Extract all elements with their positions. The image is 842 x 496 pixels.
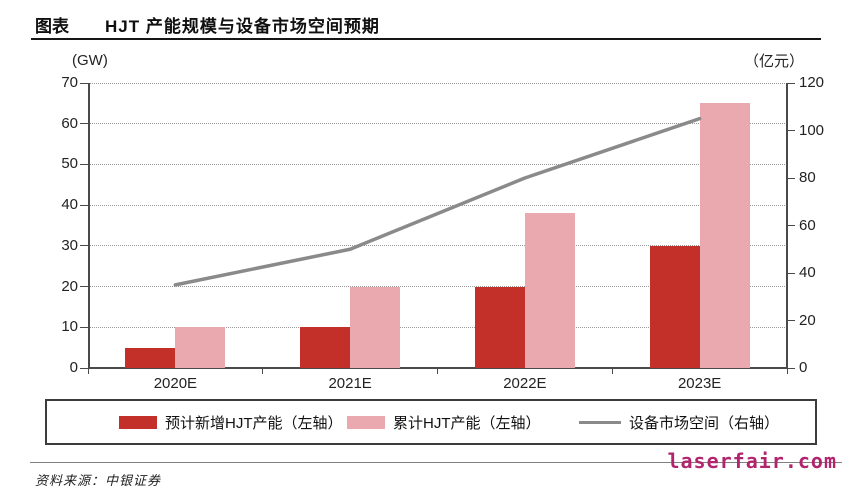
left-axis-tick-30: 30 [61, 236, 78, 254]
right-axis-tick-120: 120 [799, 74, 825, 91]
right-axis-tickmark-100 [787, 130, 795, 131]
x-axis-tickmark-2 [437, 368, 438, 374]
x-axis-tickmark-0 [87, 368, 89, 374]
source-attribution: 资料来源：中银证券 [35, 474, 162, 489]
right-axis-tickmark-0 [787, 367, 795, 369]
right-axis-tick-40: 40 [799, 264, 816, 281]
left-axis-tick-0: 0 [69, 359, 78, 376]
x-axis-tickmark-4 [786, 368, 788, 374]
title-divider [31, 38, 821, 40]
left-axis-tick-50: 50 [61, 155, 78, 173]
left-axis-tickmark-20 [80, 286, 88, 288]
x-axis-label-2021E: 2021E [328, 375, 372, 392]
gridline-60 [88, 123, 787, 125]
left-axis-tickmark-70 [80, 82, 88, 84]
gridline-10 [88, 326, 787, 328]
left-axis-tickmark-30 [80, 245, 88, 247]
x-axis-label-2020E: 2020E [153, 375, 198, 392]
legend-swatch-new-capacity [119, 415, 157, 429]
bar-2020E-new [125, 347, 176, 368]
left-axis-tick-10: 10 [61, 318, 78, 336]
bar-2022E-new [474, 286, 525, 368]
gridline-40 [88, 204, 787, 206]
right-axis-tick-100: 100 [799, 121, 825, 139]
left-axis-tickmark-50 [80, 163, 88, 165]
chart-legend: 预计新增HJT产能（左轴） 累计HJT产能（左轴） 设备市场空间（右轴） [45, 399, 817, 445]
right-axis-tick-60: 60 [799, 216, 816, 234]
legend-label-new-capacity: 预计新增HJT产能（左轴） [165, 414, 343, 432]
figure-header: 图表 HJT 产能规模与设备市场空间预期 [35, 12, 380, 37]
bar-2023E-cumulative [699, 103, 750, 368]
left-axis-tick-70: 70 [61, 74, 78, 91]
left-axis-tickmark-60 [80, 123, 88, 125]
right-axis-tick-80: 80 [799, 169, 816, 186]
right-axis-tickmark-40 [787, 272, 795, 274]
legend-label-cumulative-capacity: 累计HJT产能（左轴） [393, 414, 541, 432]
right-axis-unit: （亿元） [744, 53, 805, 70]
left-axis-tickmark-0 [80, 367, 88, 369]
watermark-text: laserfair.com [667, 449, 837, 473]
right-axis-tickmark-20 [787, 320, 795, 321]
gridline-70 [88, 82, 787, 84]
left-axis-tick-40: 40 [61, 196, 78, 214]
x-axis-tickmark-3 [611, 368, 613, 374]
legend-item-new-capacity: 预计新增HJT产能（左轴） [119, 401, 343, 443]
x-axis-tickmark-1 [262, 368, 264, 374]
left-axis-tickmark-10 [80, 326, 88, 328]
bar-2020E-cumulative [175, 327, 226, 368]
legend-item-cumulative-capacity: 累计HJT产能（左轴） [347, 401, 541, 443]
left-axis-line [88, 83, 90, 368]
legend-swatch-cumulative-capacity [347, 415, 385, 429]
footer-divider [30, 462, 842, 463]
x-axis-label-2022E: 2022E [503, 375, 547, 392]
left-axis-tick-20: 20 [61, 277, 78, 295]
bar-2021E-cumulative [350, 286, 401, 368]
figure-title: HJT 产能规模与设备市场空间预期 [105, 17, 380, 36]
right-axis-tickmark-80 [787, 177, 795, 179]
right-axis-tickmark-60 [787, 225, 795, 226]
legend-label-equipment-market: 设备市场空间（右轴） [629, 414, 780, 432]
bar-2022E-cumulative [524, 213, 575, 368]
left-axis-tickmark-40 [80, 204, 88, 206]
legend-swatch-equipment-market-line [579, 420, 621, 424]
bar-2021E-new [300, 327, 351, 368]
legend-item-equipment-market: 设备市场空间（右轴） [579, 401, 779, 443]
figure-tag: 图表 [35, 17, 69, 36]
gridline-50 [88, 163, 787, 165]
left-axis-tick-60: 60 [61, 114, 78, 132]
left-axis-unit: (GW) [72, 52, 108, 69]
right-axis-tick-20: 20 [799, 311, 816, 329]
right-axis-tickmark-120 [787, 82, 795, 84]
x-axis-label-2023E: 2023E [677, 375, 722, 392]
right-axis-line [786, 83, 788, 368]
right-axis-tick-0: 0 [799, 359, 808, 376]
bar-2023E-new [649, 245, 700, 368]
